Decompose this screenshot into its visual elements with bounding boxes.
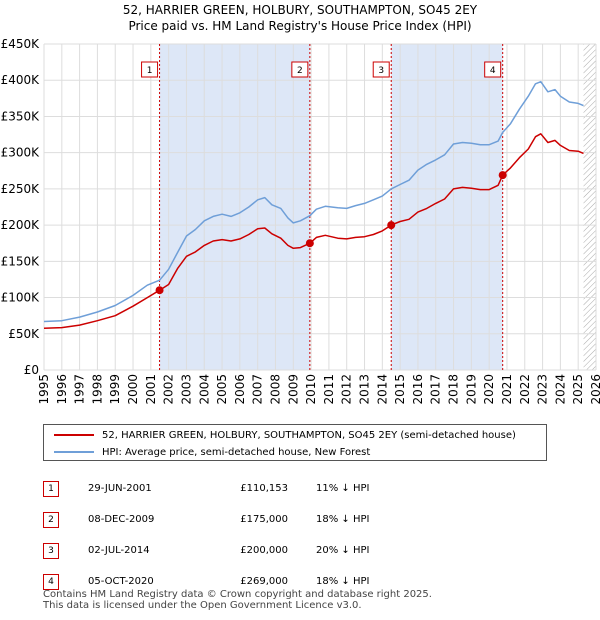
sale-date: 29-JUN-2001 xyxy=(88,483,152,494)
sale-hpi: 18% ↓ HPI xyxy=(316,514,370,525)
table-row: 4 05-OCT-2020 £269,000 18% ↓ HPI xyxy=(43,566,416,597)
legend-item-hpi: HPI: Average price, semi-detached house,… xyxy=(44,444,370,460)
legend-swatch-property xyxy=(54,434,94,436)
sale-price: £110,153 xyxy=(240,483,288,494)
sale-label-box xyxy=(484,61,502,78)
sale-price: £200,000 xyxy=(240,545,288,556)
x-tick-label: 2014 xyxy=(375,374,389,405)
sale-hpi: 18% ↓ HPI xyxy=(316,576,370,587)
x-tick-label: 2005 xyxy=(215,374,229,405)
shaded-period xyxy=(391,44,503,370)
x-tick-label: 2016 xyxy=(411,374,425,405)
sale-date: 05-OCT-2020 xyxy=(88,576,154,587)
x-tick-label: 1997 xyxy=(73,374,87,405)
table-row: 1 29-JUN-2001 £110,153 11% ↓ HPI xyxy=(43,473,416,504)
x-tick-label: 1996 xyxy=(55,374,69,405)
y-tick-label: £150K xyxy=(1,254,41,268)
sale-point xyxy=(155,286,164,295)
property-line xyxy=(43,133,584,330)
legend-label-property: 52, HARRIER GREEN, HOLBURY, SOUTHAMPTON,… xyxy=(102,429,516,441)
sale-point xyxy=(305,239,314,248)
sale-number: 3 xyxy=(43,542,59,559)
y-tick-label: £450K xyxy=(1,37,41,51)
sale-price: £269,000 xyxy=(240,576,288,587)
sale-label-number: 1 xyxy=(147,66,153,76)
sale-label-number: 3 xyxy=(378,66,384,76)
y-tick-label: £250K xyxy=(1,182,41,196)
x-tick-label: 2018 xyxy=(447,374,461,405)
x-tick-label: 2013 xyxy=(358,374,372,405)
x-tick-label: 1998 xyxy=(90,374,104,405)
x-tick-label: 2021 xyxy=(500,374,514,405)
footer-licence: This data is licensed under the Open Gov… xyxy=(43,600,362,611)
legend: 52, HARRIER GREEN, HOLBURY, SOUTHAMPTON,… xyxy=(43,424,547,461)
shaded-period xyxy=(159,44,310,370)
y-tick-label: £300K xyxy=(1,146,41,160)
x-tick-label: 2008 xyxy=(268,374,282,405)
footer: Contains HM Land Registry data © Crown c… xyxy=(43,589,432,611)
x-tick-label: 2001 xyxy=(144,374,158,405)
x-tick-label: 2004 xyxy=(197,374,211,405)
y-tick-label: £100K xyxy=(1,291,41,305)
x-tick-label: 2015 xyxy=(393,374,407,405)
x-tick-label: 2023 xyxy=(536,374,550,405)
x-tick-label: 1995 xyxy=(37,374,51,405)
sale-number: 1 xyxy=(43,480,59,497)
x-tick-label: 2007 xyxy=(251,374,265,405)
x-tick-label: 2003 xyxy=(179,374,193,405)
sale-hpi: 20% ↓ HPI xyxy=(316,545,370,556)
chart-subtitle: Price paid vs. HM Land Registry's House … xyxy=(128,19,472,33)
chart-title: 52, HARRIER GREEN, HOLBURY, SOUTHAMPTON,… xyxy=(122,3,478,17)
sale-date: 02-JUL-2014 xyxy=(88,545,150,556)
future-hatch-area xyxy=(583,44,596,370)
y-tick-label: £400K xyxy=(1,73,41,87)
x-tick-label: 2020 xyxy=(482,374,496,405)
sale-point xyxy=(498,171,507,180)
y-tick-label: £200K xyxy=(1,218,41,232)
x-tick-label: 2011 xyxy=(322,374,336,405)
sale-label-box xyxy=(141,61,159,78)
sale-label-box xyxy=(372,61,390,78)
sale-price: £175,000 xyxy=(240,514,288,525)
x-tick-label: 2017 xyxy=(429,374,443,405)
x-tick-label: 2022 xyxy=(518,374,532,405)
sale-number: 4 xyxy=(43,573,59,590)
x-tick-label: 2026 xyxy=(589,374,600,405)
x-tick-label: 2019 xyxy=(464,374,478,405)
x-tick-label: 2025 xyxy=(571,374,585,405)
sale-label-number: 4 xyxy=(490,66,496,76)
x-tick-label: 2002 xyxy=(162,374,176,405)
legend-item-property: 52, HARRIER GREEN, HOLBURY, SOUTHAMPTON,… xyxy=(44,427,516,443)
y-tick-label: £50K xyxy=(8,327,40,341)
x-tick-label: 2012 xyxy=(340,374,354,405)
sale-number: 2 xyxy=(43,511,59,528)
x-tick-label: 2009 xyxy=(286,374,300,405)
sale-date: 08-DEC-2009 xyxy=(88,514,155,525)
x-tick-label: 1999 xyxy=(108,374,122,405)
x-tick-label: 2006 xyxy=(233,374,247,405)
legend-label-hpi: HPI: Average price, semi-detached house,… xyxy=(102,446,371,458)
legend-swatch-hpi xyxy=(54,451,94,453)
price-chart: 1 2 3 4 £0 £50K £100K £150K £200K £250K £300K £350… xyxy=(1,37,600,405)
x-tick-label: 2000 xyxy=(126,374,140,405)
x-tick-label: 2010 xyxy=(304,374,318,405)
sale-point xyxy=(387,221,396,230)
sale-label-number: 2 xyxy=(297,66,303,76)
table-row: 3 02-JUL-2014 £200,000 20% ↓ HPI xyxy=(43,535,416,566)
sales-table: 1 29-JUN-2001 £110,153 11% ↓ HPI 2 08-DE… xyxy=(43,473,416,597)
footer-copyright: Contains HM Land Registry data © Crown c… xyxy=(43,589,432,600)
table-row: 2 08-DEC-2009 £175,000 18% ↓ HPI xyxy=(43,504,416,535)
sale-label-box xyxy=(291,61,309,78)
x-tick-label: 2024 xyxy=(553,374,567,405)
sale-hpi: 11% ↓ HPI xyxy=(316,483,370,494)
plot-area xyxy=(44,44,596,370)
y-tick-label: £350K xyxy=(1,109,41,123)
hpi-line xyxy=(43,80,584,323)
y-tick-label: £0 xyxy=(24,363,39,377)
